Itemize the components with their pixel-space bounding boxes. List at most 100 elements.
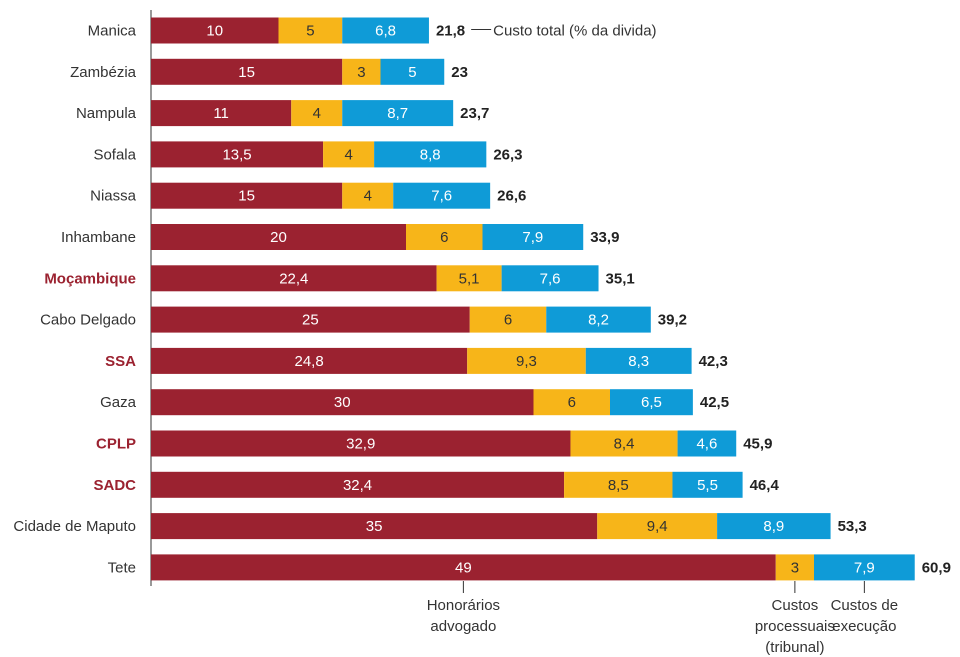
- bar-value-label-custos-de-execucao-niassa: 7,6: [431, 188, 452, 205]
- bar-segment-custos-de-execucao-nampula: [342, 100, 454, 127]
- category-label-nampula: Nampula: [76, 105, 137, 122]
- bar-segment-custos-de-execucao-manica: [342, 17, 429, 44]
- total-label-cabo-delgado: 39,2: [658, 312, 687, 329]
- bar-segment-honorarios-advogado-cplp: [151, 430, 571, 457]
- bar-value-label-custos-processuais-tribunal-gaza: 6: [568, 394, 576, 411]
- bar-value-label-honorarios-advogado-cplp: 32,9: [346, 436, 375, 453]
- bar-value-label-honorarios-advogado-manica: 10: [206, 23, 223, 40]
- bar-value-label-custos-processuais-tribunal-mocambique: 5,1: [459, 270, 480, 287]
- bar-segment-custos-processuais-tribunal-gaza: [533, 389, 610, 416]
- bar-value-label-custos-de-execucao-sadc: 5,5: [697, 477, 718, 494]
- category-label-cplp: CPLP: [96, 436, 136, 453]
- category-label-manica: Manica: [88, 23, 137, 40]
- bar-segment-honorarios-advogado-inhambane: [151, 224, 406, 250]
- bar-value-label-custos-de-execucao-zambezia: 5: [408, 64, 416, 81]
- callout-label-custos-processuais-tribunal-line-3: (tribunal): [765, 639, 824, 656]
- total-label-sadc: 46,4: [750, 477, 780, 494]
- category-label-sadc: SADC: [93, 477, 136, 494]
- total-label-mocambique: 35,1: [606, 270, 635, 287]
- annotation-custo-total: Custo total (% da divida): [493, 23, 656, 40]
- bar-segment-custos-processuais-tribunal-inhambane: [406, 224, 483, 250]
- category-label-cidade-de-maputo: Cidade de Maputo: [13, 518, 136, 535]
- total-label-cplp: 45,9: [743, 436, 772, 453]
- bar-value-label-custos-de-execucao-ssa: 8,3: [628, 353, 649, 370]
- bar-value-label-custos-processuais-tribunal-inhambane: 6: [440, 229, 448, 246]
- bar-value-label-custos-processuais-tribunal-nampula: 4: [313, 105, 321, 122]
- category-label-zambezia: Zambézia: [70, 64, 137, 81]
- bar-segment-custos-processuais-tribunal-nampula: [291, 100, 343, 127]
- bar-segment-custos-processuais-tribunal-sofala: [323, 141, 375, 168]
- bar-segment-honorarios-advogado-tete: [151, 554, 776, 581]
- bar-value-label-custos-de-execucao-manica: 6,8: [375, 23, 396, 40]
- category-label-ssa: SSA: [105, 353, 136, 370]
- bar-segment-custos-de-execucao-cplp: [677, 430, 737, 457]
- callout-label-custos-processuais-tribunal-line-1: Custos: [772, 597, 819, 614]
- bar-value-label-custos-processuais-tribunal-cidade-de-maputo: 9,4: [647, 518, 668, 535]
- category-label-gaza: Gaza: [100, 394, 137, 411]
- bar-value-label-custos-processuais-tribunal-sadc: 8,5: [608, 477, 629, 494]
- bar-value-label-custos-de-execucao-cabo-delgado: 8,2: [588, 312, 609, 329]
- bar-value-label-honorarios-advogado-mocambique: 22,4: [279, 270, 308, 287]
- callout-label-custos-processuais-tribunal-line-2: processuais: [755, 618, 835, 635]
- bar-segment-custos-de-execucao-zambezia: [380, 58, 445, 85]
- bar-value-label-custos-processuais-tribunal-niassa: 4: [364, 188, 372, 205]
- total-label-ssa: 42,3: [699, 353, 728, 370]
- bar-segment-custos-processuais-tribunal-zambezia: [342, 58, 381, 85]
- bar-segment-honorarios-advogado-cidade-de-maputo: [151, 513, 598, 540]
- bar-segment-custos-processuais-tribunal-niassa: [342, 182, 394, 209]
- bar-value-label-custos-de-execucao-inhambane: 7,9: [522, 229, 543, 246]
- bar-value-label-custos-de-execucao-cplp: 4,6: [696, 436, 717, 453]
- bar-value-label-custos-processuais-tribunal-tete: 3: [791, 559, 799, 576]
- bar-segment-custos-de-execucao-niassa: [393, 182, 491, 209]
- total-label-nampula: 23,7: [460, 105, 489, 122]
- bar-value-label-custos-processuais-tribunal-sofala: 4: [344, 146, 352, 163]
- total-label-sofala: 26,3: [493, 146, 522, 163]
- total-label-manica: 21,8: [436, 23, 465, 40]
- bar-value-label-honorarios-advogado-cidade-de-maputo: 35: [366, 518, 383, 535]
- bar-segment-honorarios-advogado-nampula: [151, 100, 292, 127]
- bar-segment-honorarios-advogado-sofala: [151, 141, 324, 168]
- bar-segment-custos-de-execucao-inhambane: [482, 224, 584, 250]
- category-label-inhambane: Inhambane: [61, 229, 136, 246]
- bar-value-label-custos-processuais-tribunal-zambezia: 3: [357, 64, 365, 81]
- bar-value-label-honorarios-advogado-nampula: 11: [213, 105, 229, 122]
- bar-value-label-custos-de-execucao-gaza: 6,5: [641, 394, 662, 411]
- bar-value-label-custos-de-execucao-tete: 7,9: [854, 559, 875, 576]
- total-label-niassa: 26,6: [497, 188, 526, 205]
- total-label-zambezia: 23: [451, 64, 468, 81]
- bar-value-label-custos-de-execucao-nampula: 8,7: [387, 105, 408, 122]
- bar-segment-custos-processuais-tribunal-manica: [278, 17, 343, 44]
- category-label-sofala: Sofala: [93, 146, 136, 163]
- bar-value-label-custos-processuais-tribunal-cabo-delgado: 6: [504, 312, 512, 329]
- category-label-niassa: Niassa: [90, 188, 137, 205]
- bar-segment-custos-de-execucao-mocambique: [501, 265, 599, 292]
- bar-segment-honorarios-advogado-zambezia: [151, 58, 343, 85]
- bar-segment-honorarios-advogado-mocambique: [151, 265, 437, 292]
- bar-segment-custos-de-execucao-cidade-de-maputo: [717, 513, 831, 540]
- bar-value-label-custos-processuais-tribunal-ssa: 9,3: [516, 353, 537, 370]
- bar-segment-custos-de-execucao-tete: [814, 554, 915, 581]
- bar-segment-custos-processuais-tribunal-cplp: [570, 430, 678, 457]
- bar-segment-custos-processuais-tribunal-sadc: [564, 471, 673, 498]
- bar-value-label-custos-de-execucao-cidade-de-maputo: 8,9: [763, 518, 784, 535]
- bar-segment-custos-de-execucao-sofala: [374, 141, 487, 168]
- bar-segment-custos-processuais-tribunal-tete: [775, 554, 814, 581]
- bar-value-label-honorarios-advogado-inhambane: 20: [270, 229, 287, 246]
- bar-segment-custos-processuais-tribunal-cidade-de-maputo: [597, 513, 718, 540]
- bar-value-label-honorarios-advogado-sadc: 32,4: [343, 477, 372, 494]
- bar-segment-custos-processuais-tribunal-cabo-delgado: [469, 306, 547, 333]
- total-label-inhambane: 33,9: [590, 229, 619, 246]
- bar-value-label-honorarios-advogado-niassa: 15: [238, 188, 255, 205]
- bar-segment-custos-de-execucao-sadc: [672, 471, 743, 498]
- bar-segment-custos-de-execucao-gaza: [610, 389, 693, 416]
- bar-value-label-honorarios-advogado-tete: 49: [455, 559, 472, 576]
- bar-value-label-honorarios-advogado-gaza: 30: [334, 394, 351, 411]
- bar-segment-custos-de-execucao-ssa: [585, 347, 692, 374]
- bar-value-label-honorarios-advogado-cabo-delgado: 25: [302, 312, 319, 329]
- bar-segment-custos-de-execucao-cabo-delgado: [546, 306, 651, 333]
- category-label-mocambique: Moçambique: [44, 270, 136, 287]
- bar-segment-custos-processuais-tribunal-mocambique: [436, 265, 502, 292]
- callout-label-honorarios-advogado-line-2: advogado: [430, 618, 496, 635]
- bar-segment-honorarios-advogado-ssa: [151, 347, 468, 374]
